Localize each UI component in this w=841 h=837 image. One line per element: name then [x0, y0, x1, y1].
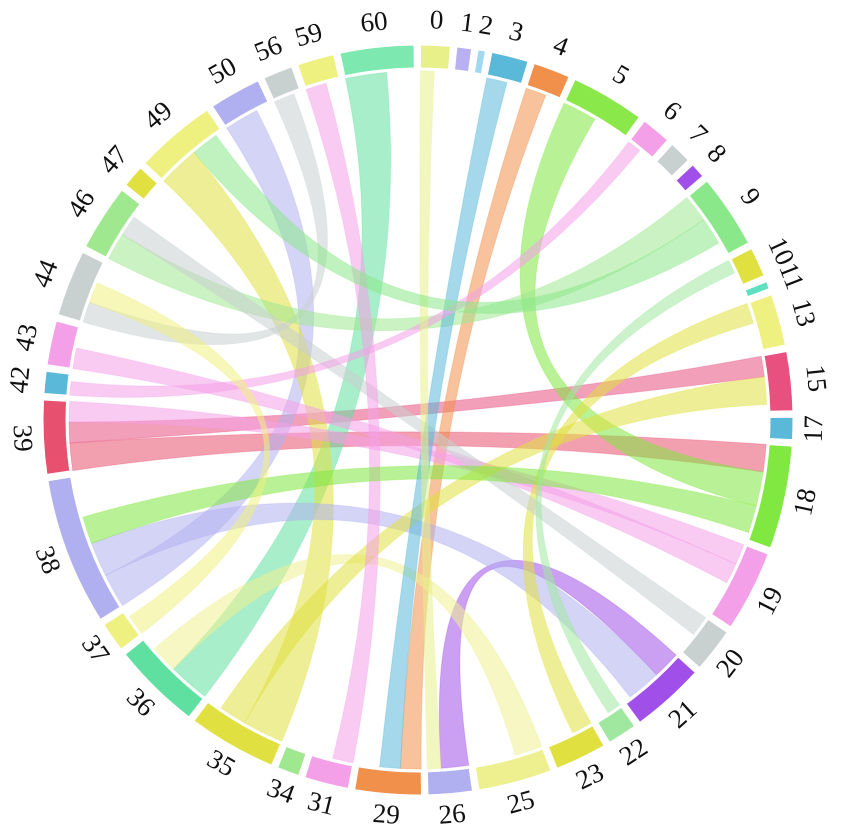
group-arc — [125, 167, 159, 201]
group-arc — [710, 545, 769, 628]
group-label: 37 — [76, 629, 116, 668]
group-arc — [564, 78, 640, 137]
group-label: 18 — [787, 486, 822, 519]
group-label: 50 — [203, 51, 241, 90]
chord-ribbon — [72, 347, 737, 584]
group-arc — [675, 164, 704, 192]
group-label: 22 — [614, 731, 653, 771]
group-arc — [57, 251, 104, 322]
group-arc — [354, 766, 422, 796]
group-arc — [629, 120, 669, 158]
group-label: 29 — [372, 798, 401, 830]
group-label: 56 — [250, 29, 286, 67]
group-arc — [474, 748, 552, 791]
group-arc — [84, 189, 141, 258]
group-label: 2 — [477, 9, 495, 41]
group-arc — [103, 611, 141, 650]
group-arc — [42, 399, 71, 475]
group-arc — [768, 416, 794, 441]
group-label: 39 — [8, 424, 39, 452]
group-arc — [304, 754, 354, 790]
group-arc — [473, 49, 487, 75]
group-label: 5 — [608, 58, 635, 91]
group-arc — [526, 62, 570, 99]
group-arc — [263, 66, 301, 100]
chord-ribbon — [153, 554, 543, 756]
chord-ribbon — [193, 134, 720, 314]
group-arc — [744, 281, 770, 298]
chord-ribbon — [88, 282, 270, 635]
chord-ribbon — [419, 70, 442, 770]
group-arc — [656, 143, 690, 177]
chord-ribbon — [535, 259, 736, 714]
group-label: 44 — [26, 255, 64, 292]
chord-ribbon — [305, 82, 381, 764]
group-arc — [47, 476, 121, 621]
group-label: 35 — [202, 743, 240, 782]
group-arc — [730, 247, 765, 286]
group-label: 20 — [710, 643, 750, 683]
group-arc — [597, 706, 636, 744]
group-label: 25 — [504, 784, 538, 820]
group-label: 47 — [93, 140, 133, 180]
group-arc — [749, 294, 787, 351]
group-arc — [339, 44, 415, 77]
group-arc — [486, 51, 529, 85]
group-arc — [763, 350, 794, 412]
group-arc — [297, 54, 340, 88]
group-label: 49 — [138, 95, 178, 135]
group-label: 43 — [8, 321, 43, 354]
chord-ribbon — [69, 141, 641, 398]
group-label: 42 — [3, 365, 36, 395]
group-label: 0 — [429, 4, 444, 35]
group-arc — [419, 44, 451, 70]
group-arc — [748, 444, 793, 549]
group-arc — [193, 701, 282, 766]
group-arc — [681, 618, 728, 669]
group-label: 7 — [683, 118, 714, 149]
group-label: 8 — [701, 138, 732, 168]
group-arc — [43, 370, 70, 396]
group-label: 38 — [30, 542, 68, 578]
group-arc — [625, 656, 696, 723]
group-label: 60 — [359, 5, 389, 38]
group-arc — [144, 109, 221, 180]
group-label: 31 — [305, 785, 339, 821]
chord-ribbon — [379, 77, 508, 770]
ribbons — [68, 70, 768, 770]
chord-ribbon — [121, 216, 707, 636]
group-label: 46 — [61, 184, 101, 223]
group-label: 4 — [549, 29, 573, 62]
group-arc — [276, 745, 307, 777]
group-arcs — [42, 44, 794, 796]
group-label: 59 — [291, 16, 325, 52]
group-arc — [426, 767, 474, 796]
group-label: 9 — [734, 183, 766, 211]
group-arc — [46, 320, 80, 369]
group-arc — [124, 639, 204, 718]
group-arc — [547, 724, 605, 769]
group-arc — [453, 46, 473, 73]
chord-ribbon — [82, 465, 757, 545]
group-arc — [688, 180, 750, 255]
group-label: 15 — [800, 363, 833, 393]
group-label: 26 — [437, 798, 466, 830]
group-label: 3 — [506, 15, 526, 47]
group-label: 6 — [658, 95, 687, 127]
group-label: 17 — [798, 415, 829, 443]
group-label: 19 — [750, 582, 789, 620]
group-label: 1 — [459, 7, 476, 38]
group-label: 23 — [571, 757, 608, 796]
chord-ribbon — [69, 431, 767, 473]
group-label: 13 — [786, 296, 822, 330]
chord-ribbon — [90, 502, 658, 698]
group-label: 34 — [263, 772, 299, 810]
group-arc — [211, 80, 269, 127]
